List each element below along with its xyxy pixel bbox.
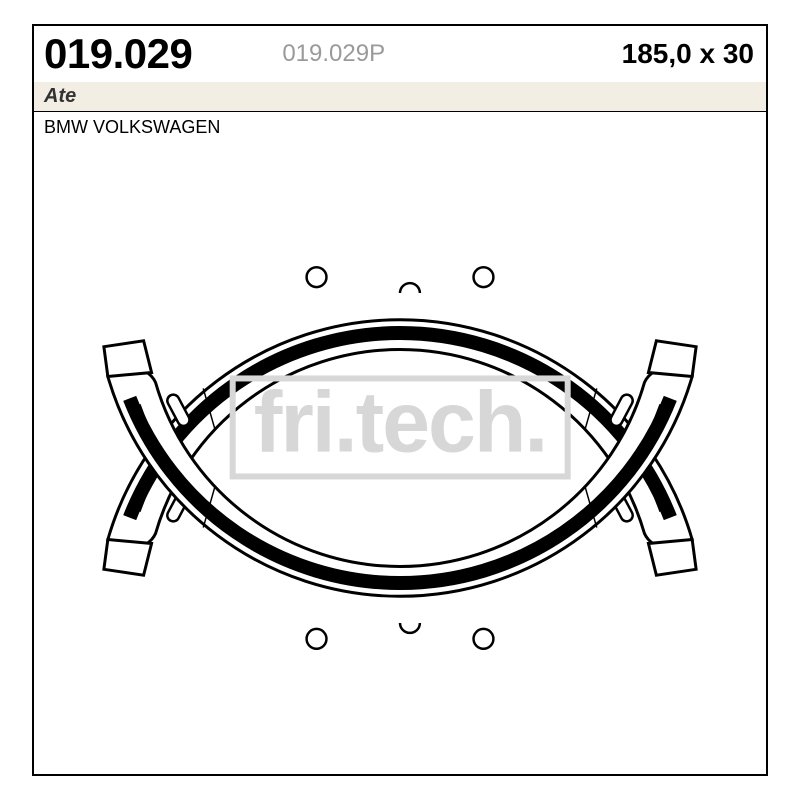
vehicle-makes: BMW VOLKSWAGEN xyxy=(44,117,220,138)
header-row: 019.029 019.029P 185,0 x 30 xyxy=(34,26,766,84)
brake-shoe-diagram xyxy=(34,142,766,774)
vehicle-makes-row: BMW VOLKSWAGEN xyxy=(34,112,766,142)
brand-row: Ate xyxy=(34,82,766,112)
brand-label: Ate xyxy=(44,85,76,108)
top-shoe xyxy=(104,267,696,575)
catalog-card: 019.029 019.029P 185,0 x 30 Ate BMW VOLK… xyxy=(32,24,768,776)
dimensions: 185,0 x 30 xyxy=(622,38,766,70)
part-number: 019.029 xyxy=(34,30,192,78)
bottom-shoe xyxy=(104,341,696,649)
diagram-area: fri.tech. xyxy=(34,142,766,774)
variant-code: 019.029P xyxy=(282,40,385,68)
